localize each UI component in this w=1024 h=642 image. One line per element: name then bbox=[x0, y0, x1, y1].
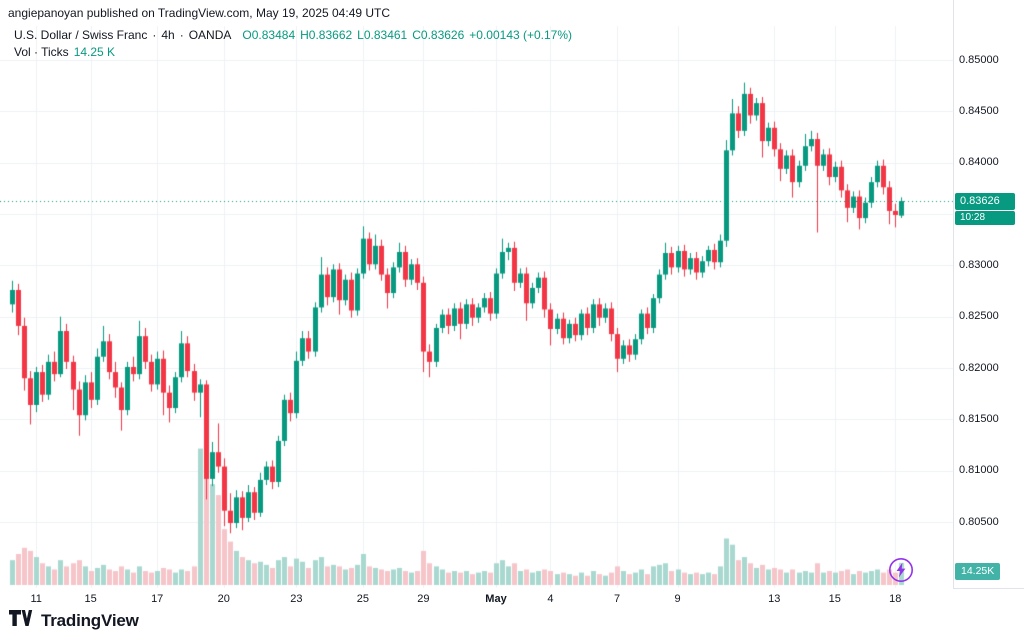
price-axis-label: 0.83000 bbox=[959, 258, 999, 271]
ohlc-high: H0.83662 bbox=[300, 28, 353, 42]
time-axis-label: 4 bbox=[547, 593, 554, 605]
price-axis-label: 0.81500 bbox=[959, 412, 999, 425]
chart-legend: U.S. Dollar / Swiss Franc · 4h · OANDA O… bbox=[14, 28, 577, 62]
ohlc-low: L0.83461 bbox=[357, 28, 408, 42]
attribution-text: angiepanoyan published on TradingView.co… bbox=[8, 6, 391, 20]
price-axis[interactable]: 0.85000 0.84500 0.84000 0.83000 0.82500 0.820… bbox=[953, 0, 1024, 588]
time-axis-label: 17 bbox=[151, 593, 164, 605]
price-axis-label: 0.80500 bbox=[959, 515, 999, 528]
time-axis-label: 18 bbox=[889, 593, 902, 605]
time-axis-label: May bbox=[485, 593, 507, 605]
volume-label[interactable]: Vol · Ticks bbox=[14, 45, 69, 59]
ohlc-close: C0.83626 bbox=[412, 28, 465, 42]
time-axis-label: 15 bbox=[84, 593, 97, 605]
price-axis-label: 0.81000 bbox=[959, 464, 999, 477]
symbol-title[interactable]: U.S. Dollar / Swiss Franc bbox=[14, 28, 148, 42]
time-axis-label: 29 bbox=[417, 593, 430, 605]
current-price-badge: 0.83626 bbox=[955, 192, 1015, 210]
time-axis-label: 9 bbox=[674, 593, 681, 605]
time-axis-label: 15 bbox=[828, 593, 841, 605]
price-axis-label: 0.85000 bbox=[959, 53, 999, 66]
bar-countdown-badge: 10:28 bbox=[955, 210, 1015, 225]
price-axis-label: 0.84500 bbox=[959, 104, 999, 117]
ohlc-change: +0.00143 (+0.17%) bbox=[469, 28, 573, 42]
volume-value: 14.25 K bbox=[73, 45, 116, 59]
volume-axis-badge: 14.25K bbox=[955, 563, 1001, 580]
time-axis-label: 25 bbox=[356, 593, 370, 605]
time-axis-label: 7 bbox=[613, 593, 621, 605]
tradingview-footer-logo[interactable]: TradingView bbox=[8, 606, 139, 636]
price-axis-label: 0.84000 bbox=[959, 156, 999, 169]
legend-volume-row: Vol · Ticks 14.25 K bbox=[14, 45, 577, 62]
time-axis-label: 20 bbox=[217, 593, 230, 605]
time-axis-label: 11 bbox=[30, 593, 42, 605]
brand-wordmark: TradingView bbox=[41, 611, 139, 630]
legend-separator: · bbox=[179, 28, 184, 42]
interval-label[interactable]: 4h bbox=[161, 28, 175, 42]
legend-symbol-row: U.S. Dollar / Swiss Franc · 4h · OANDA O… bbox=[14, 28, 577, 45]
exchange-label[interactable]: OANDA bbox=[188, 28, 232, 42]
lightning-annotation-icon[interactable] bbox=[888, 557, 914, 583]
price-axis-label: 0.82000 bbox=[959, 361, 999, 374]
ohlc-open: O0.83484 bbox=[242, 28, 296, 42]
tradingview-logo-icon bbox=[8, 606, 33, 636]
time-axis[interactable]: 11 15 17 20 23 25 29 May 4 7 9 13 15 18 bbox=[0, 588, 953, 612]
legend-separator: · bbox=[152, 28, 157, 42]
time-axis-label: 13 bbox=[768, 593, 781, 605]
time-axis-label: 23 bbox=[290, 593, 303, 605]
price-axis-label: 0.82500 bbox=[959, 310, 999, 323]
